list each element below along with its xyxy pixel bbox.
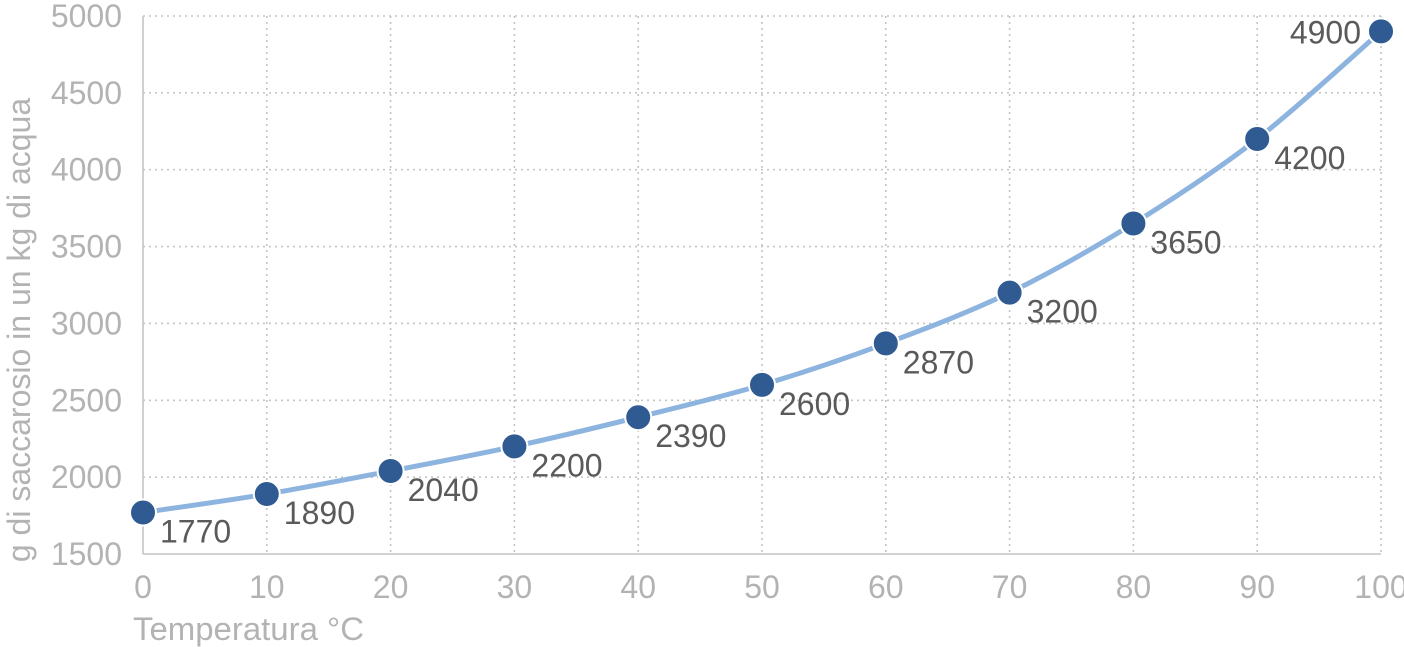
data-point — [1367, 17, 1395, 46]
data-point — [1243, 124, 1272, 153]
data-label: 3650 — [1150, 225, 1221, 261]
series-line — [140, 28, 1384, 515]
data-point — [376, 456, 405, 485]
x-tick-label: 40 — [620, 569, 656, 605]
y-tick-label: 2500 — [51, 382, 122, 418]
y-tick-label: 3500 — [51, 229, 122, 265]
data-label: 1770 — [160, 513, 231, 549]
x-tick-label: 0 — [134, 569, 152, 605]
data-label: 4900 — [1290, 14, 1361, 50]
data-label: 4200 — [1274, 140, 1345, 176]
data-label: 2600 — [779, 386, 850, 422]
y-axis-ticks: 1500 2000 2500 3000 3500 4000 4500 5000 — [51, 0, 122, 572]
data-point — [748, 370, 776, 399]
grid — [142, 15, 1382, 555]
x-tick-label: 90 — [1239, 569, 1275, 605]
x-axis-ticks: 0 10 20 30 40 50 60 70 80 90 100 — [134, 569, 1404, 605]
x-tick-label: 10 — [249, 569, 285, 605]
x-tick-label: 30 — [497, 569, 533, 605]
data-point — [995, 278, 1024, 307]
data-point — [129, 498, 157, 527]
y-tick-label: 2000 — [51, 459, 122, 495]
y-tick-label: 5000 — [51, 0, 122, 34]
data-label: 3200 — [1027, 294, 1098, 330]
data-point — [624, 403, 653, 432]
x-tick-label: 70 — [992, 569, 1028, 605]
y-tick-label: 4500 — [51, 75, 122, 111]
data-label: 1890 — [284, 495, 355, 531]
data-point — [252, 480, 281, 509]
x-axis-title: Temperatura °C — [133, 611, 364, 647]
x-tick-label: 60 — [868, 569, 904, 605]
y-tick-label: 4000 — [51, 152, 122, 188]
x-tick-label: 80 — [1116, 569, 1152, 605]
data-label: 2390 — [655, 418, 726, 454]
data-point — [500, 432, 529, 461]
y-axis-title: g di saccarosio in un kg di acqua — [1, 98, 37, 562]
data-label: 2040 — [408, 472, 479, 508]
y-tick-label: 3000 — [51, 305, 122, 341]
y-tick-label: 1500 — [51, 536, 122, 572]
series: 1770 1890 2040 2200 2390 2600 2870 3200 3650 4200… — [129, 14, 1395, 549]
x-tick-label: 20 — [373, 569, 409, 605]
data-point — [871, 329, 900, 358]
x-tick-label: 100 — [1354, 569, 1404, 605]
x-tick-label: 50 — [744, 569, 780, 605]
data-label: 2200 — [531, 447, 602, 483]
data-point — [1119, 209, 1148, 238]
data-label: 2870 — [903, 344, 974, 380]
